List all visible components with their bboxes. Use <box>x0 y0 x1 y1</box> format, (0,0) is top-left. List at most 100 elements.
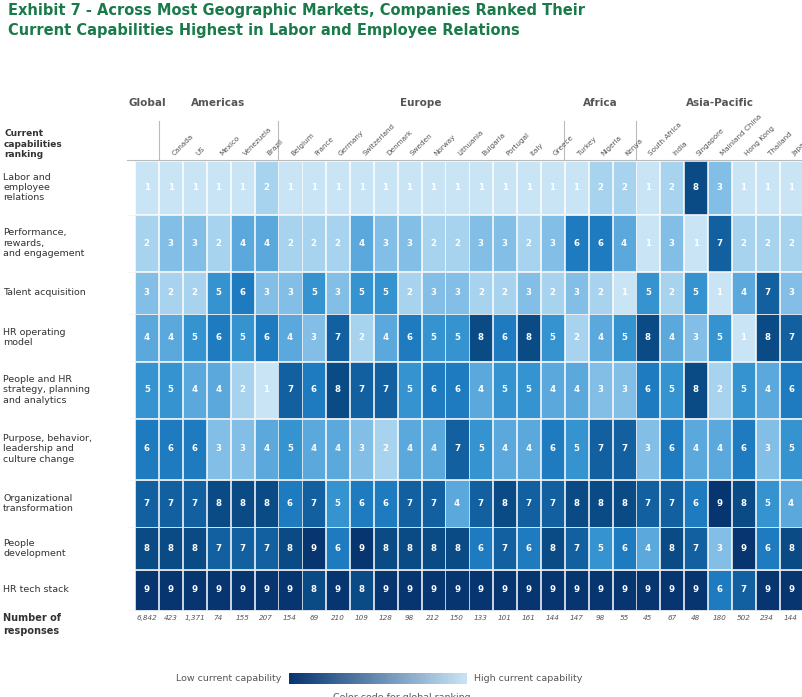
Bar <box>564 362 587 418</box>
Bar <box>468 160 492 215</box>
Text: 1: 1 <box>715 289 722 298</box>
Text: 3: 3 <box>668 238 674 247</box>
Text: 4: 4 <box>286 333 293 342</box>
Text: 161: 161 <box>521 615 535 622</box>
Bar <box>492 215 516 271</box>
Bar <box>779 362 802 418</box>
Bar <box>516 314 540 361</box>
Bar <box>612 528 635 569</box>
Bar <box>230 570 253 609</box>
Bar <box>374 272 396 314</box>
Text: 7: 7 <box>215 544 221 553</box>
Bar <box>636 419 658 480</box>
Text: 2: 2 <box>334 238 340 247</box>
Text: 212: 212 <box>426 615 439 622</box>
Text: 9: 9 <box>239 585 245 595</box>
Bar <box>254 160 277 215</box>
Bar <box>207 419 229 480</box>
Text: 6,842: 6,842 <box>136 615 157 622</box>
Bar <box>456 673 460 684</box>
Bar <box>707 215 730 271</box>
Text: 3: 3 <box>525 289 531 298</box>
Bar <box>755 314 778 361</box>
Text: 8: 8 <box>692 385 698 395</box>
Bar <box>453 673 457 684</box>
Bar <box>424 673 427 684</box>
Text: 8: 8 <box>692 183 698 192</box>
Text: 7: 7 <box>453 445 460 454</box>
Bar <box>135 362 158 418</box>
Bar <box>135 314 158 361</box>
Bar <box>397 419 420 480</box>
Text: 2: 2 <box>620 183 626 192</box>
Text: 2: 2 <box>192 289 197 298</box>
Bar <box>306 673 310 684</box>
Text: 8: 8 <box>668 544 674 553</box>
Text: 6: 6 <box>286 499 293 508</box>
Bar <box>541 314 563 361</box>
Text: 4: 4 <box>430 445 435 454</box>
Text: 7: 7 <box>501 544 507 553</box>
Bar <box>659 528 683 569</box>
Bar <box>659 215 683 271</box>
Bar <box>365 673 369 684</box>
Bar <box>183 480 206 527</box>
Text: 2: 2 <box>430 238 435 247</box>
Bar <box>183 215 206 271</box>
Bar <box>324 673 328 684</box>
Bar <box>541 528 563 569</box>
Text: Switzerland: Switzerland <box>361 123 395 157</box>
Text: 6: 6 <box>144 445 150 454</box>
Text: 2: 2 <box>739 238 745 247</box>
Bar <box>207 570 229 609</box>
Text: 5: 5 <box>644 289 650 298</box>
Text: People and HR
strategy, planning
and analytics: People and HR strategy, planning and ana… <box>3 375 90 405</box>
Text: 1: 1 <box>310 183 317 192</box>
Bar <box>564 419 587 480</box>
Bar <box>207 160 229 215</box>
Text: 1: 1 <box>263 385 269 395</box>
Bar <box>516 160 540 215</box>
Bar <box>492 419 516 480</box>
Text: 1: 1 <box>620 289 626 298</box>
Bar <box>326 314 349 361</box>
Bar <box>731 570 754 609</box>
Text: Mainland China: Mainland China <box>719 114 762 157</box>
Text: 144: 144 <box>545 615 559 622</box>
Text: 3: 3 <box>573 289 578 298</box>
Text: 6: 6 <box>430 385 435 395</box>
Text: Portugal: Portugal <box>504 131 529 157</box>
Text: 5: 5 <box>430 333 435 342</box>
Text: 109: 109 <box>354 615 368 622</box>
Text: 3: 3 <box>549 238 555 247</box>
Bar <box>350 314 373 361</box>
Text: 9: 9 <box>382 585 388 595</box>
Bar <box>541 419 563 480</box>
Text: 101: 101 <box>497 615 511 622</box>
Text: 9: 9 <box>644 585 650 595</box>
Text: 3: 3 <box>787 289 793 298</box>
Text: 3: 3 <box>692 333 698 342</box>
Text: 1: 1 <box>430 183 435 192</box>
Bar <box>230 362 253 418</box>
Bar <box>659 314 683 361</box>
Text: 9: 9 <box>406 585 411 595</box>
Text: 5: 5 <box>406 385 411 395</box>
Text: 6: 6 <box>215 333 221 342</box>
Text: 2: 2 <box>263 183 269 192</box>
Text: 5: 5 <box>192 333 197 342</box>
Text: 3: 3 <box>430 289 435 298</box>
Bar <box>333 673 337 684</box>
Text: 1: 1 <box>239 183 245 192</box>
Text: Low current capability: Low current capability <box>176 675 281 683</box>
Bar <box>183 160 206 215</box>
Text: 4: 4 <box>715 445 722 454</box>
Bar <box>135 160 158 215</box>
Text: 6: 6 <box>263 333 269 342</box>
Text: Talent acquisition: Talent acquisition <box>3 289 86 298</box>
Bar <box>430 673 434 684</box>
Text: 6: 6 <box>525 544 531 553</box>
Bar <box>302 419 325 480</box>
Text: 1: 1 <box>144 183 150 192</box>
Bar <box>347 673 351 684</box>
